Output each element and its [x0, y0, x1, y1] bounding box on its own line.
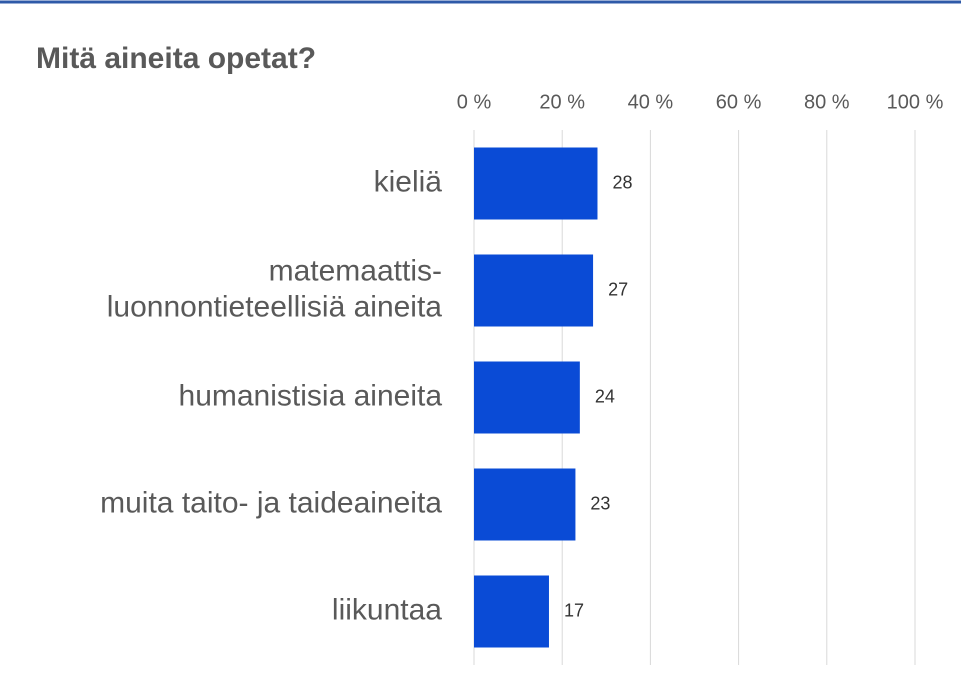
x-tick-label: 20 %	[539, 91, 585, 113]
value-label: 23	[590, 493, 610, 513]
category-label: matemaattis-luonnontieteellisiä aineita	[107, 254, 443, 323]
value-label: 24	[595, 386, 615, 406]
value-label: 27	[608, 279, 628, 299]
bar	[474, 254, 594, 327]
bar	[474, 575, 549, 648]
category-label: humanistisia aineita	[179, 379, 443, 412]
bar	[474, 468, 576, 541]
category-label: liikuntaa	[332, 593, 442, 626]
x-tick-label: 80 %	[804, 91, 850, 113]
category-label: muita taito- ja taideaineita	[100, 486, 442, 519]
x-tick-label: 40 %	[628, 91, 674, 113]
value-label: 28	[612, 172, 632, 192]
bar	[474, 361, 580, 434]
x-tick-label: 60 %	[716, 91, 762, 113]
x-tick-label: 100 %	[887, 91, 944, 113]
x-tick-label: 0 %	[457, 91, 492, 113]
category-label: kieliä	[374, 165, 443, 198]
value-label: 17	[564, 600, 584, 620]
bar	[474, 147, 598, 220]
chart-title: Mitä aineita opetat?	[36, 42, 316, 75]
